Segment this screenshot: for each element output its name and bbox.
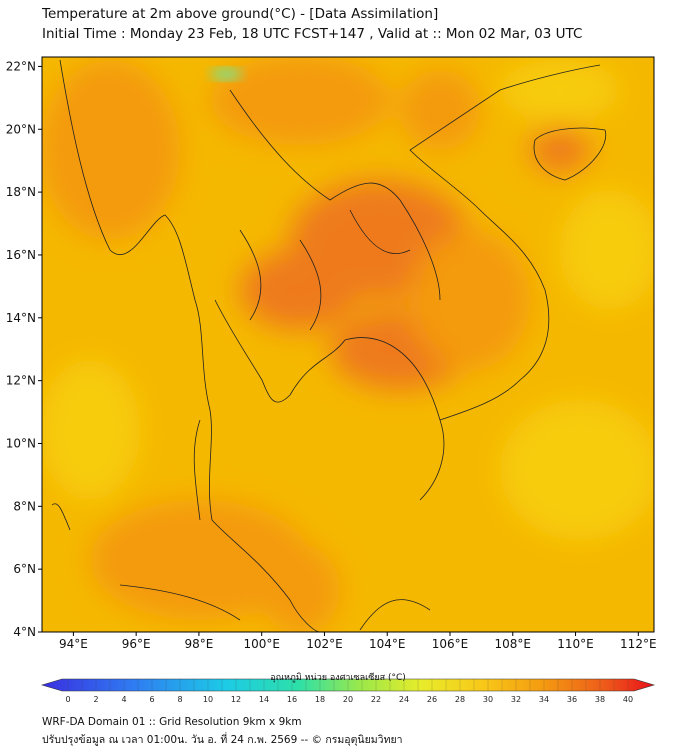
colorbar-tick-label: 24 <box>399 695 409 704</box>
lon-tick-label: 98°E <box>184 637 213 651</box>
map-title: Temperature at 2m above ground(°C) - [Da… <box>42 6 439 22</box>
temperature-field <box>42 57 654 632</box>
longitude-axis: 94°E 96°E 98°E 100°E 102°E 104°E 106°E 108°E 110… <box>59 632 657 651</box>
lon-tick-label: 108°E <box>495 637 532 651</box>
lat-tick-label: 14°N <box>6 311 36 325</box>
colorbar-tick-label: 36 <box>567 695 577 704</box>
colorbar-tick-label: 34 <box>539 695 549 704</box>
colorbar-tick-label: 6 <box>149 695 154 704</box>
lat-tick-label: 22°N <box>6 59 36 73</box>
colorbar-tick-label: 10 <box>203 695 213 704</box>
lat-tick-label: 20°N <box>6 122 36 136</box>
footer-update-info: ปรับปรุงข้อมูล ณ เวลา 01:00น. วัน อ. ที่… <box>42 734 403 746</box>
lat-tick-label: 18°N <box>6 185 36 199</box>
lon-tick-label: 112°E <box>620 637 657 651</box>
lat-tick-label: 4°N <box>13 625 36 639</box>
colorbar-tick-label: 2 <box>93 695 98 704</box>
map-subtitle: Initial Time : Monday 23 Feb, 18 UTC FCS… <box>42 26 583 42</box>
lat-tick-label: 10°N <box>6 436 36 450</box>
footer-domain-info: WRF-DA Domain 01 :: Grid Resolution 9km … <box>42 716 302 728</box>
colorbar-tick-label: 4 <box>121 695 126 704</box>
colorbar-tick-label: 8 <box>177 695 182 704</box>
lat-tick-label: 8°N <box>13 499 36 513</box>
lon-tick-label: 110°E <box>557 637 594 651</box>
colorbar-tick-label: 38 <box>595 695 605 704</box>
colorbar-tick-label: 28 <box>455 695 465 704</box>
colorbar-tick-label: 32 <box>511 695 521 704</box>
colorbar-tick-label: 18 <box>315 695 325 704</box>
colorbar-tick-label: 20 <box>343 695 353 704</box>
plot-frame <box>41 56 655 633</box>
colorbar-tick-label: 12 <box>231 695 241 704</box>
colorbar-tick-label: 40 <box>623 695 633 704</box>
latitude-axis: 22°N 20°N 18°N 16°N 14°N 12°N 10°N 8°N 6°N 4°N <box>6 59 42 639</box>
colorbar-tick-label: 22 <box>371 695 381 704</box>
colorbar-title: อุณหภูมิ หน่วย องศาเซลเซียส (°C) <box>270 673 406 683</box>
lat-tick-label: 16°N <box>6 248 36 262</box>
lon-tick-label: 96°E <box>122 637 151 651</box>
lon-tick-label: 104°E <box>369 637 406 651</box>
coastlines <box>51 59 607 632</box>
colorbar-tick-label: 0 <box>65 695 70 704</box>
lat-tick-label: 12°N <box>6 374 36 388</box>
lat-tick-label: 6°N <box>13 562 36 576</box>
lon-tick-label: 102°E <box>306 637 343 651</box>
lon-tick-label: 100°E <box>243 637 280 651</box>
colorbar: 0 2 4 6 8 10 12 14 16 18 20 22 24 26 28 30 32 34 36 38 40 <box>40 678 656 704</box>
lon-tick-label: 94°E <box>59 637 88 651</box>
colorbar-tick-label: 14 <box>259 695 269 704</box>
lon-tick-label: 106°E <box>432 637 469 651</box>
colorbar-tick-label: 26 <box>427 695 437 704</box>
colorbar-tick-label: 16 <box>287 695 297 704</box>
colorbar-tick-label: 30 <box>483 695 493 704</box>
